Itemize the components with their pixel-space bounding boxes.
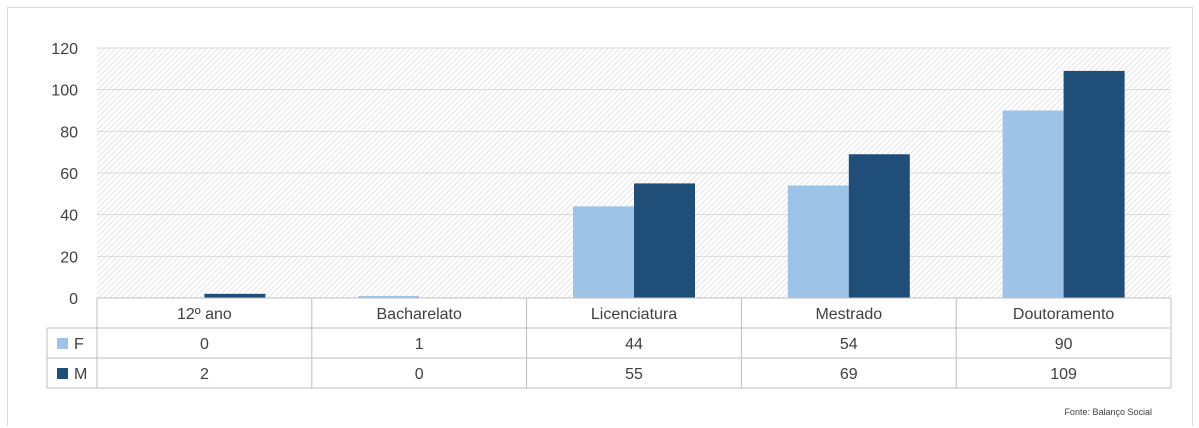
data-label-M: 2 (200, 366, 209, 383)
data-label-M: 55 (625, 366, 643, 383)
legend-swatch-M (57, 368, 68, 379)
data-label-F: 1 (415, 336, 424, 353)
data-label-M: 0 (415, 366, 424, 383)
bar-F-3 (787, 185, 849, 298)
bars (204, 70, 1125, 299)
bar-M-3 (848, 154, 910, 298)
y-axis-ticks: 0 20 40 60 80 100 120 (51, 41, 78, 308)
data-label-F: 0 (200, 336, 209, 353)
bar-F-4 (1002, 110, 1064, 298)
y-tick-label: 80 (60, 124, 78, 141)
bar-M-2 (634, 183, 695, 298)
data-table: 12º ano Bacharelato Licenciatura Mestrado Do… (46, 297, 1172, 389)
source-note: Fonte: Balanço Social (1064, 407, 1152, 417)
data-label-F: 90 (1055, 336, 1073, 353)
bar-M-4 (1063, 70, 1125, 299)
y-tick-label: 100 (51, 83, 78, 100)
category-label: Mestrado (815, 306, 882, 323)
legend-label-F: F (74, 336, 84, 353)
category-label: Doutoramento (1013, 306, 1114, 323)
data-label-M: 109 (1050, 366, 1077, 383)
y-tick-label: 40 (60, 208, 78, 225)
y-tick-label: 0 (69, 291, 78, 308)
bar-M-0 (204, 293, 266, 298)
bar-F-1 (358, 295, 420, 298)
legend-label-M: M (74, 366, 87, 383)
category-label: Licenciatura (591, 306, 677, 323)
data-label-F: 54 (840, 336, 858, 353)
data-label-F: 44 (625, 336, 643, 353)
y-tick-label: 20 (60, 249, 78, 266)
category-label: 12º ano (177, 306, 232, 323)
bar-F-2 (573, 206, 634, 298)
category-label: Bacharelato (377, 306, 462, 323)
data-label-M: 69 (840, 366, 858, 383)
y-tick-label: 60 (60, 166, 78, 183)
legend-swatch-F (57, 338, 68, 349)
chart-frame (7, 7, 1193, 426)
y-tick-label: 120 (51, 41, 78, 58)
